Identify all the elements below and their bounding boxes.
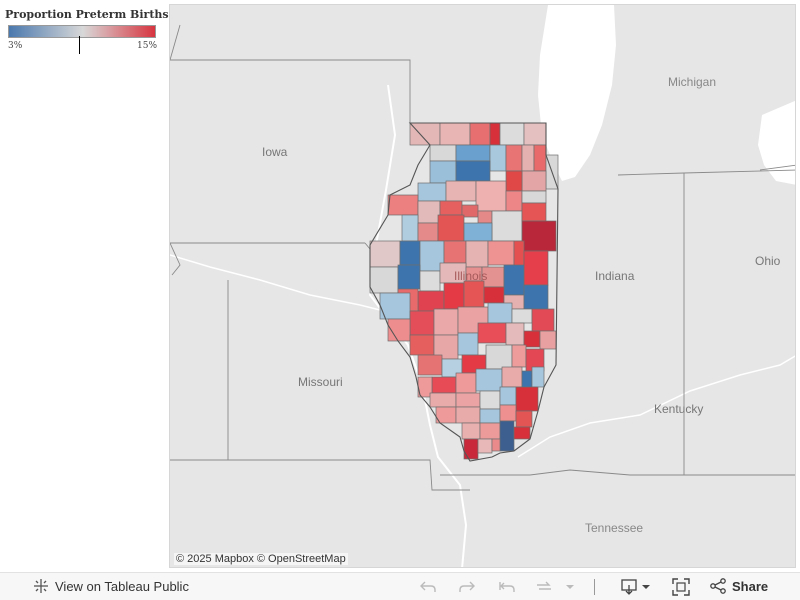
share-icon bbox=[710, 578, 726, 594]
state-borders bbox=[170, 24, 795, 491]
share-label: Share bbox=[732, 578, 769, 594]
label-iowa: Iowa bbox=[262, 145, 288, 159]
toolbar-divider bbox=[594, 579, 595, 595]
legend-color-ramp[interactable] bbox=[8, 25, 156, 38]
fullscreen-icon[interactable] bbox=[671, 577, 691, 597]
illinois-outline bbox=[369, 122, 559, 462]
label-indiana: Indiana bbox=[595, 269, 635, 283]
label-illinois: Illinois bbox=[454, 269, 488, 283]
tableau-toolbar: View on Tableau Public Share bbox=[0, 572, 800, 600]
lake-michigan bbox=[538, 5, 616, 181]
map-attribution[interactable]: © 2025 Mapbox © OpenStreetMap bbox=[174, 553, 348, 565]
legend-title: Proportion Preterm Births bbox=[5, 8, 169, 21]
color-legend: Proportion Preterm Births 3% 15% bbox=[0, 0, 169, 572]
refresh-icon[interactable] bbox=[534, 577, 554, 597]
redo-icon[interactable] bbox=[457, 577, 477, 597]
label-tennessee: Tennessee bbox=[585, 521, 644, 535]
illinois-counties[interactable] bbox=[369, 122, 559, 460]
label-missouri: Missouri bbox=[298, 375, 343, 389]
missouri-river bbox=[170, 254, 381, 311]
lake-huron bbox=[758, 100, 795, 185]
tableau-logo-icon bbox=[34, 579, 48, 593]
legend-value-marker bbox=[79, 36, 80, 54]
share-button[interactable]: Share bbox=[710, 578, 768, 594]
legend-min-label: 3% bbox=[8, 41, 23, 51]
view-on-tableau-public-label: View on Tableau Public bbox=[55, 578, 189, 594]
chevron-down-icon[interactable] bbox=[560, 577, 580, 597]
revert-icon[interactable] bbox=[497, 577, 517, 597]
download-icon[interactable] bbox=[620, 577, 652, 597]
ohio-river bbox=[517, 355, 795, 458]
basemap[interactable] bbox=[170, 5, 796, 568]
view-on-tableau-public-button[interactable]: View on Tableau Public bbox=[33, 578, 189, 594]
legend-max-label: 15% bbox=[137, 41, 158, 51]
label-kentucky: Kentucky bbox=[654, 402, 704, 416]
undo-icon[interactable] bbox=[418, 577, 438, 597]
map-view[interactable]: Michigan Iowa Illinois Indiana Ohio Miss… bbox=[169, 4, 796, 568]
mississippi-river bbox=[368, 84, 468, 567]
label-michigan: Michigan bbox=[668, 75, 717, 89]
label-ohio: Ohio bbox=[755, 254, 781, 268]
